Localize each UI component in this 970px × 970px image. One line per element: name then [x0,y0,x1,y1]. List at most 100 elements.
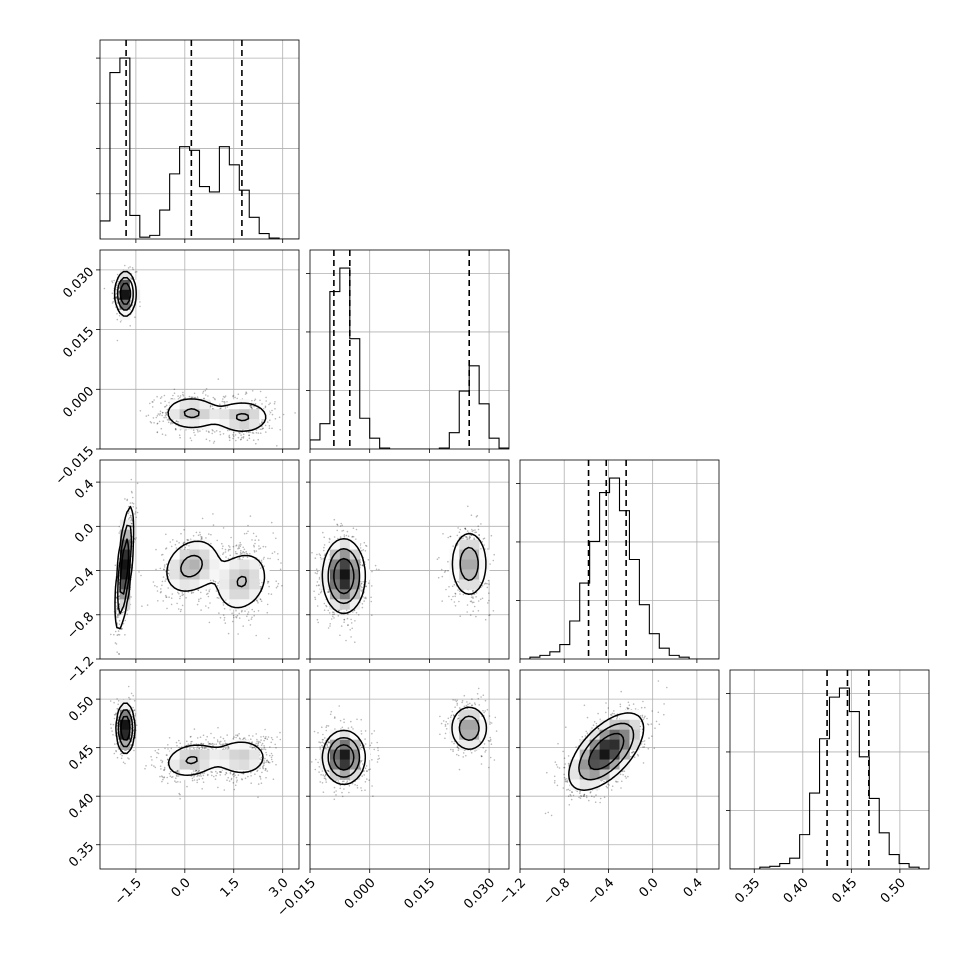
scatter-point [132,502,135,505]
scatter-point [182,593,184,596]
scatter-point [213,440,216,443]
scatter-point [222,604,225,606]
scatter-point [247,524,249,527]
scatter-point [225,556,227,558]
scatter-point [132,268,134,271]
scatter-point [282,413,285,416]
scatter-point [246,439,249,442]
scatter-point [254,539,256,541]
scatter-point [131,520,133,522]
scatter-point [210,542,212,545]
scatter-point [132,506,135,508]
scatter-point [484,618,487,621]
scatter-point [159,412,161,415]
scatter-point [232,394,235,397]
scatter-point [130,478,133,481]
scatter-point [239,553,242,555]
scatter-point [336,524,339,526]
scatter-point [316,581,319,583]
scatter-point [469,536,472,539]
density-cell [459,559,470,570]
scatter-point [248,434,250,437]
scatter-point [360,581,362,583]
scatter-point [185,597,187,599]
density-cell [189,419,200,430]
scatter-point [116,608,118,610]
scatter-point [115,296,117,299]
density-cell [339,539,351,550]
contour-line [333,557,355,595]
scatter-point [201,538,203,540]
scatter-point [319,591,322,594]
scatter-point [115,297,117,299]
scatter-point [121,628,123,630]
scatter-point [329,623,332,625]
scatter-point [447,560,449,563]
scatter-point [259,390,262,393]
scatter-point [242,436,245,438]
scatter-point [197,534,200,537]
scatter-point [207,430,210,433]
scatter-point [341,530,343,532]
scatter-point [156,395,158,398]
scatter-point [198,600,200,602]
scatter-point [268,427,271,430]
scatter-point [248,619,250,622]
scatter-point [340,625,343,627]
scatter-point [486,586,489,589]
density-cell [249,419,260,430]
scatter-point [190,396,193,398]
scatter-point [131,525,133,528]
scatter-point [232,545,235,548]
scatter-point [166,411,168,414]
scatter-point [167,587,169,589]
scatter-point [170,603,173,606]
scatter-point [116,616,118,619]
scatter-point [316,553,318,556]
scatter-point [267,580,269,583]
density-cell [189,409,200,420]
scatter-point [336,523,338,526]
scatter-point [156,431,159,434]
scatter-point [451,585,454,588]
scatter-point [127,267,130,269]
scatter-point [314,598,317,601]
scatter-point [116,339,119,342]
scatter-point [464,527,467,530]
scatter-point [244,610,246,612]
scatter-point [124,619,126,622]
scatter-point [140,574,142,577]
scatter-point [333,611,335,614]
scatter-point [333,518,336,521]
scatter-point [208,533,210,535]
scatter-point [477,525,480,527]
scatter-point [256,600,259,602]
scatter-point [351,535,354,538]
scatter-point [271,552,274,555]
scatter-point [115,597,118,599]
scatter-point [249,515,252,517]
scatter-point [466,530,469,532]
scatter-point [117,630,120,632]
scatter-point [208,621,211,624]
scatter-point [113,633,115,636]
scatter-point [255,550,258,552]
scatter-point [231,612,233,615]
scatter-point [176,602,178,605]
scatter-point [205,388,208,390]
scatter-point [115,750,117,753]
scatter-point [160,590,162,593]
scatter-point [128,516,131,519]
scatter-point [151,406,154,408]
scatter-point [160,588,162,590]
scatter-point [192,591,195,594]
scatter-point [465,536,467,538]
scatter-point [235,552,237,555]
density-cell [319,569,331,580]
scatter-point [323,544,326,546]
scatter-point [329,625,331,627]
scatter-point [351,536,353,538]
scatter-point [245,532,248,535]
scatter-point [130,744,132,746]
scatter-point [254,403,257,405]
